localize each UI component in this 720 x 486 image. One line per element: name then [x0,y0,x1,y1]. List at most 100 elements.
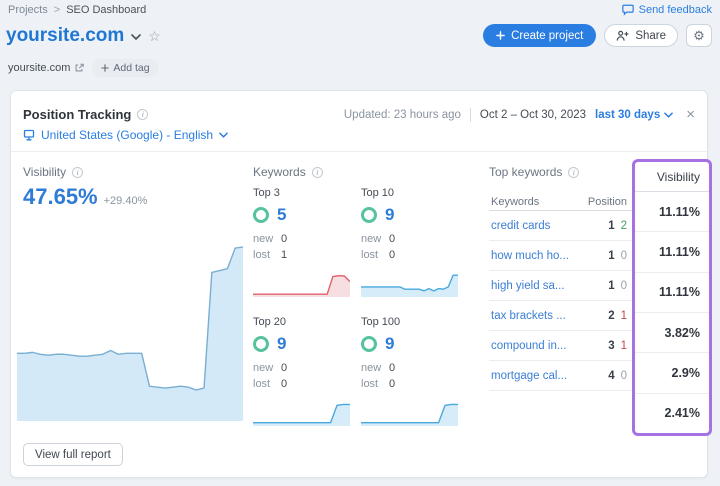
info-icon[interactable]: i [311,166,323,178]
settings-button[interactable]: ⚙ [686,24,712,47]
position-value: 3 [608,339,615,352]
date-range[interactable]: Oct 2 – Oct 30, 2023 [479,108,587,121]
create-project-button[interactable]: Create project [483,24,597,47]
position-value: 1 [608,279,615,292]
tag-row: yoursite.com Add tag [8,59,159,77]
locale-selector[interactable]: United States (Google) - English [23,128,228,142]
updated-label: Updated: 23 hours ago [343,108,461,121]
position-value: 4 [608,369,615,382]
keyword-link[interactable]: credit cards [491,219,551,232]
lost-value: 0 [389,249,396,261]
chevron-down-icon [219,132,228,138]
visibility-label: Visibility [23,165,67,179]
title-row: yoursite.com ☆ Create project Share ⚙ [6,24,712,47]
new-value: 0 [389,233,396,245]
panel-title: Position Tracking [23,107,132,122]
lost-value: 1 [281,249,288,261]
lost-label: lost [253,249,271,261]
page-title: yoursite.com [6,24,125,46]
visibility-cell: 2.41% [664,406,700,421]
visibility-trend-chart [17,233,243,421]
table-header: Keywords Position [489,193,633,211]
card-count: 9 [277,334,287,353]
locale-label: United States (Google) - English [41,128,214,142]
card-count: 9 [385,334,395,353]
position-diff: 2 [620,219,627,232]
new-value: 0 [281,233,288,245]
lost-label: lost [253,378,271,390]
keyword-link[interactable]: how much ho... [491,249,569,262]
card-label: Top 3 [253,187,280,199]
lost-value: 0 [389,378,396,390]
add-tag-button[interactable]: Add tag [92,59,159,77]
visibility-cell: 11.11% [635,192,709,233]
new-value: 0 [389,362,396,374]
period-label: last 30 days [595,108,661,121]
info-icon[interactable]: i [137,109,149,120]
donut-ring-icon [253,336,269,352]
keywords-label: Keywords [253,165,306,179]
position-tracking-panel: Position Tracking i Updated: 23 hours ag… [10,90,712,478]
position-diff: 1 [620,309,627,322]
view-full-report-button[interactable]: View full report [23,443,123,466]
breadcrumb: Projects > SEO Dashboard [8,4,146,16]
top10-sparkline-chart [361,269,458,297]
share-button[interactable]: Share [604,24,678,47]
visibility-cell: 11.11% [635,232,709,273]
position-diff: 1 [620,339,627,352]
new-value: 0 [281,362,288,374]
top100-sparkline-chart [361,398,458,426]
chevron-down-icon[interactable] [131,34,142,40]
breadcrumb-separator: > [53,4,61,16]
close-icon[interactable]: × [686,106,695,123]
visibility-delta: +29.40% [103,195,148,207]
chat-bubble-icon [621,4,634,16]
info-icon[interactable]: i [568,166,580,178]
card-count: 9 [385,205,395,224]
keyword-link[interactable]: compound in... [491,339,567,352]
card-label: Top 20 [253,316,287,328]
divider [469,107,471,122]
position-diff: 0 [620,369,627,382]
top-bar: Projects > SEO Dashboard Send feedback [8,4,712,16]
column-header-keywords: Keywords [491,195,540,208]
star-icon[interactable]: ☆ [148,27,161,44]
top3-sparkline-chart [253,269,350,297]
top20-sparkline-chart [253,398,350,426]
external-link-icon [75,63,85,72]
chevron-down-icon [664,111,674,118]
visibility-cell: 3.82% [635,313,709,354]
share-label: Share [635,29,666,42]
column-header-position: Position [587,195,627,208]
position-value: 1 [608,219,615,232]
keyword-link[interactable]: high yield sa... [491,279,565,292]
visibility-column-highlight: Visibility 11.11% 11.11% 11.11% 3.82% 2.… [632,159,712,436]
donut-ring-icon [361,336,377,352]
top-keywords-label: Top keywords [489,165,563,179]
breadcrumb-projects[interactable]: Projects [8,4,48,16]
keyword-link[interactable]: mortgage cal... [491,369,568,382]
lost-label: lost [361,378,379,390]
new-label: new [253,233,274,245]
domain-link[interactable]: yoursite.com [8,62,85,74]
period-selector[interactable]: last 30 days [595,108,674,121]
position-value: 2 [608,309,615,322]
new-label: new [361,233,382,245]
send-feedback-link[interactable]: Send feedback [621,4,712,16]
divider [11,151,707,152]
create-project-label: Create project [511,29,584,42]
gear-icon: ⚙ [693,28,705,43]
share-person-icon [616,30,629,41]
info-icon[interactable]: i [72,166,84,178]
keyword-link[interactable]: tax brackets ... [491,309,566,322]
new-label: new [361,362,382,374]
keywords-card-top100: Top 100 9 new 0 lost 0 [361,316,459,426]
position-diff: 0 [620,279,627,292]
position-value: 1 [608,249,615,262]
lost-value: 0 [281,378,288,390]
